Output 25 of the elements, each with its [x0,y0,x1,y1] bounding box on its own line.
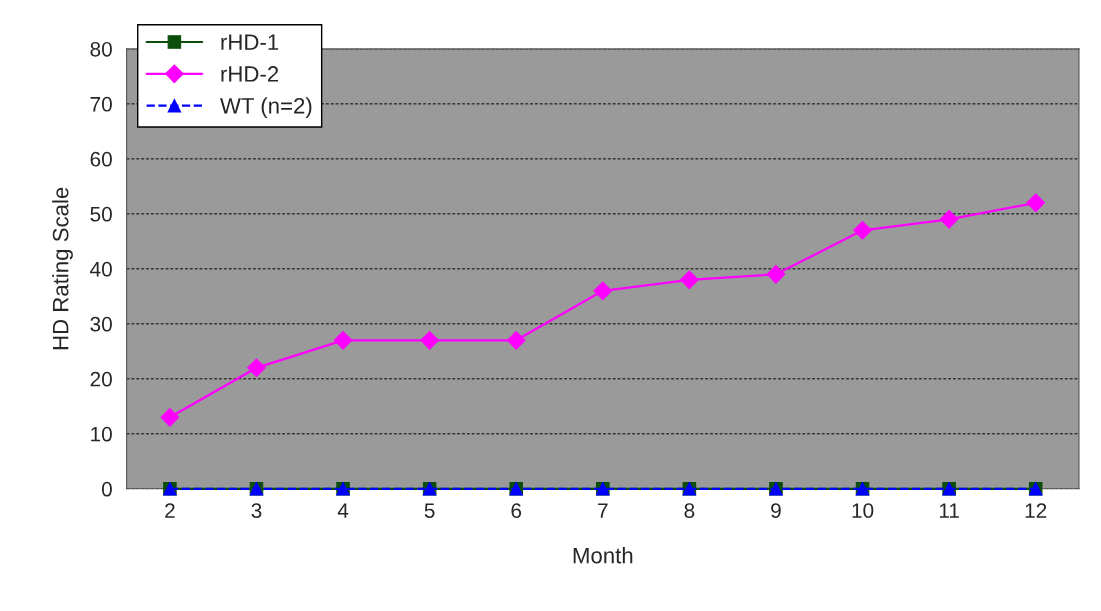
legend-label: rHD-2 [221,66,279,82]
x-tick-label: 11 [939,503,959,518]
x-tick-label: 10 [852,503,874,518]
x-tick-label: 7 [598,503,608,518]
y-tick-label: 20 [90,371,112,387]
x-tick-label: 8 [684,503,695,518]
y-tick-label: 60 [90,151,112,167]
y-tick-label: 30 [90,316,112,332]
x-axis-title: Month [573,547,633,564]
y-axis-title: HD Rating Scale [52,187,73,350]
y-tick-label: 50 [90,206,112,222]
y-tick-label: 10 [91,426,112,442]
legend-label: rHD-1 [221,34,279,50]
x-tick-label: 3 [251,503,262,518]
x-tick-label: 5 [424,503,435,518]
y-tick-label: 0 [101,481,112,497]
y-tick-label: 80 [90,41,112,57]
x-tick-label: 6 [511,503,522,518]
legend-label: WT (n=2) [220,97,312,119]
y-tick-label: 70 [90,96,112,112]
x-tick-label: 2 [165,503,175,518]
x-tick-label: 4 [337,503,349,518]
x-tick-label: 12 [1025,503,1047,518]
x-tick-label: 9 [771,503,781,518]
y-tick-label: 40 [90,261,112,277]
